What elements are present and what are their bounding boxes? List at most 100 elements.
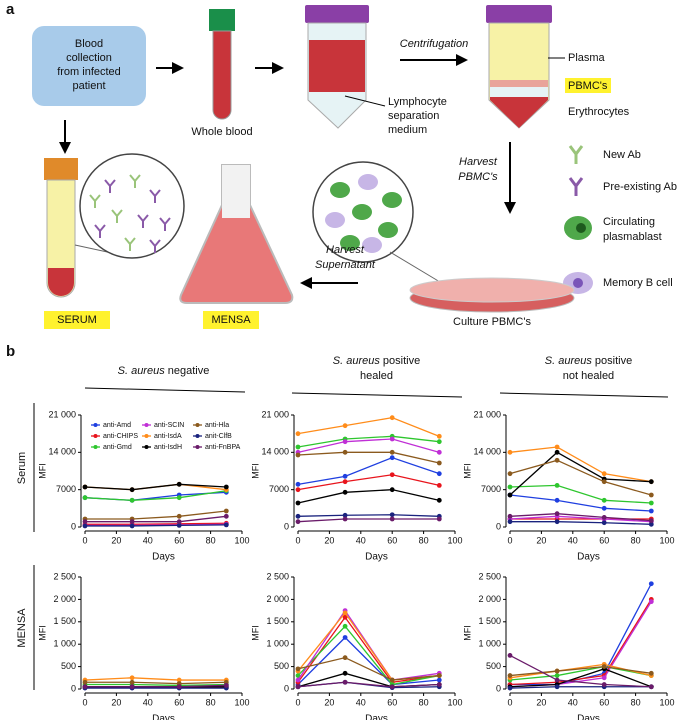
series-line bbox=[297, 681, 440, 688]
data-point bbox=[389, 684, 395, 690]
data-point bbox=[342, 610, 348, 616]
data-point bbox=[648, 492, 654, 498]
data-point bbox=[342, 473, 348, 479]
legend-label: anti-Amd bbox=[103, 422, 131, 429]
x-tick-label: 80 bbox=[206, 697, 216, 707]
x-axis-label: Days bbox=[152, 552, 175, 563]
series-line bbox=[297, 616, 440, 683]
data-point bbox=[176, 677, 182, 683]
y-axis-label: MFI bbox=[250, 463, 260, 479]
label: Circulating bbox=[603, 216, 655, 228]
status: positive bbox=[383, 355, 420, 367]
data-point bbox=[82, 484, 88, 490]
x-tick-label: 100 bbox=[234, 697, 249, 707]
label: Centrifugation bbox=[400, 38, 469, 50]
data-point bbox=[82, 679, 88, 685]
data-point bbox=[295, 513, 301, 519]
data-point bbox=[436, 497, 442, 503]
series-line bbox=[297, 451, 440, 464]
y-tick-label: 14 000 bbox=[48, 447, 76, 457]
x-tick-label: 0 bbox=[295, 535, 300, 545]
y-axis-label: MFI bbox=[462, 625, 472, 641]
data-point bbox=[295, 444, 301, 450]
data-point bbox=[554, 483, 560, 488]
legend-marker bbox=[144, 445, 149, 449]
data-point bbox=[295, 677, 301, 683]
x-tick-label: 40 bbox=[568, 697, 578, 707]
data-point bbox=[601, 520, 607, 526]
series-line bbox=[297, 489, 440, 504]
data-point bbox=[601, 675, 607, 681]
data-point bbox=[554, 684, 560, 690]
data-point bbox=[295, 500, 301, 506]
data-point bbox=[342, 614, 348, 620]
data-point bbox=[295, 684, 301, 690]
data-point bbox=[295, 666, 301, 672]
data-point bbox=[601, 515, 607, 520]
data-point bbox=[601, 479, 607, 485]
column-rule bbox=[499, 392, 669, 398]
flask bbox=[179, 164, 294, 304]
label: medium bbox=[388, 124, 427, 136]
column-rule bbox=[84, 387, 246, 393]
label: Pre-existing Ab bbox=[603, 181, 677, 193]
series-line bbox=[509, 484, 652, 504]
row-label: Serum bbox=[16, 452, 28, 484]
y-tick-label: 21 000 bbox=[261, 409, 289, 419]
highlight bbox=[203, 311, 259, 329]
flask-neck bbox=[222, 165, 250, 218]
data-point bbox=[295, 487, 301, 493]
data-point bbox=[554, 511, 560, 517]
data-point bbox=[176, 519, 182, 525]
data-point bbox=[436, 483, 442, 488]
data-point bbox=[129, 679, 135, 685]
rbc-band bbox=[490, 97, 548, 128]
series-line bbox=[509, 668, 652, 688]
data-point bbox=[389, 455, 395, 461]
y-tick-label: 2 000 bbox=[478, 594, 501, 604]
y-tick-label: 0 bbox=[284, 683, 289, 693]
data-point bbox=[129, 497, 135, 503]
data-point bbox=[342, 670, 348, 676]
medium-band bbox=[490, 87, 548, 97]
data-point bbox=[601, 505, 607, 511]
series-line bbox=[297, 636, 440, 686]
data-point bbox=[295, 673, 301, 678]
data-point bbox=[554, 519, 560, 525]
y-tick-label: 2 500 bbox=[266, 571, 289, 581]
panel-label: b bbox=[6, 343, 15, 360]
x-tick-label: 60 bbox=[174, 697, 184, 707]
legend-marker bbox=[195, 445, 200, 449]
data-point bbox=[648, 599, 654, 605]
y-tick-label: 0 bbox=[496, 521, 501, 531]
data-point bbox=[342, 479, 348, 485]
x-tick-label: 60 bbox=[174, 535, 184, 545]
y-tick-label: 7000 bbox=[56, 484, 76, 494]
data-point bbox=[295, 452, 301, 458]
organism: S. aureus bbox=[545, 355, 593, 367]
x-tick-label: 20 bbox=[536, 697, 546, 707]
x-tick-label: 40 bbox=[143, 535, 153, 545]
data-point bbox=[507, 519, 513, 525]
patient-box bbox=[32, 26, 146, 106]
data-point bbox=[554, 497, 560, 503]
x-tick-label: 80 bbox=[206, 535, 216, 545]
x-axis-label: Days bbox=[577, 552, 600, 563]
y-tick-label: 1 500 bbox=[478, 616, 501, 626]
series-line bbox=[297, 514, 440, 517]
data-point bbox=[389, 415, 395, 421]
series-line bbox=[84, 490, 227, 501]
data-point bbox=[507, 673, 513, 678]
leader bbox=[389, 251, 441, 283]
leader bbox=[344, 95, 386, 107]
data-point bbox=[223, 508, 229, 514]
data-point bbox=[507, 484, 513, 490]
data-point bbox=[176, 481, 182, 487]
data-point bbox=[436, 433, 442, 439]
data-point bbox=[342, 512, 348, 518]
legend-label: anti-IsdA bbox=[154, 433, 182, 440]
y-tick-label: 21 000 bbox=[48, 409, 76, 419]
label: Erythrocytes bbox=[568, 106, 630, 118]
y-tick-label: 2 500 bbox=[53, 571, 76, 581]
x-tick-label: 100 bbox=[659, 535, 674, 545]
